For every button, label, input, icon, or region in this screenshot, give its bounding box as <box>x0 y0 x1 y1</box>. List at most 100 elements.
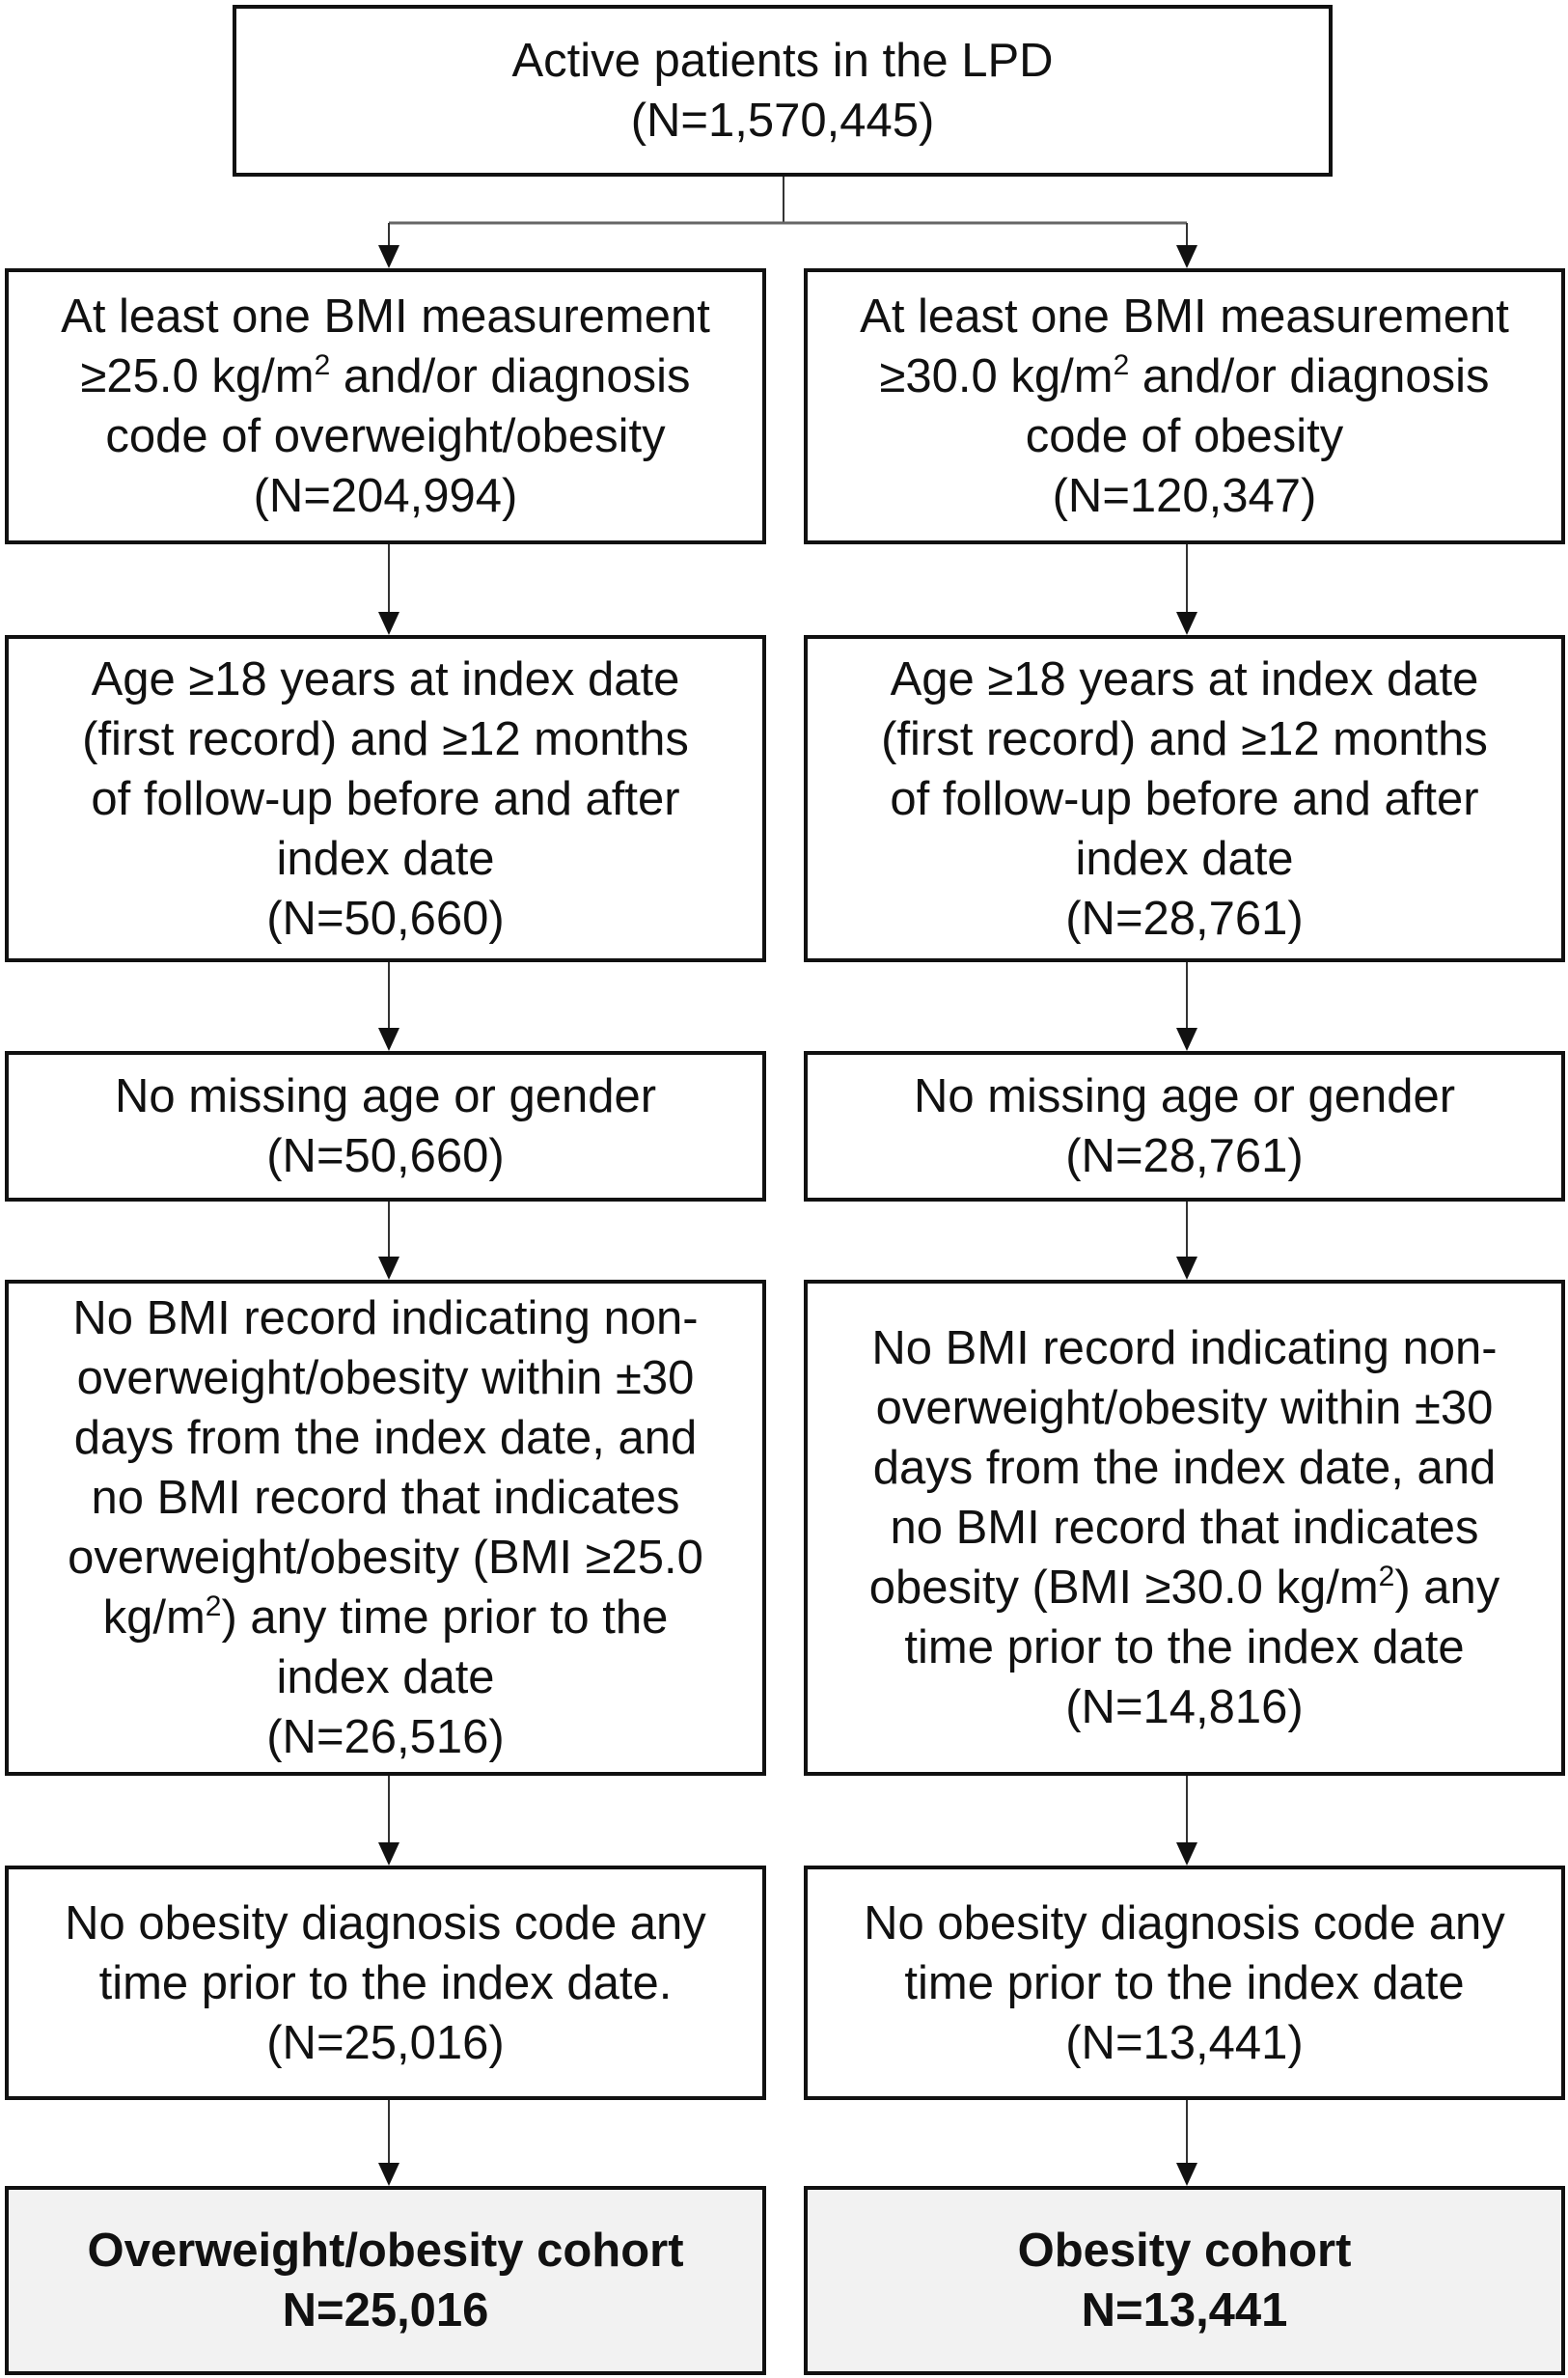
box-text-line: no BMI record that indicates <box>890 1498 1478 1558</box>
box-text-line: index date <box>276 829 494 889</box>
text: ≥25.0 kg/m <box>80 350 315 402</box>
arrowhead-icon <box>1176 245 1197 268</box>
box-text-line: time prior to the index date <box>904 1953 1464 2013</box>
box-text-line: (N=120,347) <box>1053 466 1317 526</box>
left-cohort-box: Overweight/obesity cohort N=25,016 <box>5 2186 766 2375</box>
arrowhead-icon <box>378 245 399 268</box>
right-step-box: No obesity diagnosis code any time prior … <box>804 1866 1565 2100</box>
text: (N=120,347) <box>1052 470 1317 522</box>
superscript: 2 <box>1113 349 1130 381</box>
box-text-line: (N=28,761) <box>1065 1126 1304 1186</box>
left-step-box: At least one BMI measurement ≥25.0 kg/m2 … <box>5 268 766 544</box>
box-text-line: index date <box>276 1647 494 1707</box>
text: No obesity diagnosis code any <box>864 1896 1505 1949</box>
text: No obesity diagnosis code any <box>65 1896 706 1949</box>
box-text-line: (N=13,441) <box>1065 2013 1304 2073</box>
box-text-line: No missing age or gender <box>115 1066 656 1126</box>
arrowhead-icon <box>378 1028 399 1051</box>
box-text-line: (N=50,660) <box>266 1126 505 1186</box>
arrowhead-icon <box>378 2163 399 2186</box>
text: N=13,441 <box>1081 2284 1288 2337</box>
box-text-line: code of obesity <box>1026 406 1344 466</box>
text: Age ≥18 years at index date <box>91 652 680 705</box>
box-text-line: No missing age or gender <box>914 1066 1455 1126</box>
text: overweight/obesity (BMI ≥25.0 <box>68 1532 703 1584</box>
box-text-line: (N=14,816) <box>1065 1677 1304 1737</box>
box-text-line: obesity (BMI ≥30.0 kg/m2) any <box>869 1558 1500 1618</box>
text: Overweight/obesity cohort <box>87 2225 684 2277</box>
text: of follow-up before and after <box>890 772 1479 825</box>
text: (N=50,660) <box>266 892 505 945</box>
text: obesity (BMI ≥30.0 kg/m <box>868 1562 1379 1614</box>
text: no BMI record that indicates <box>890 1502 1479 1554</box>
text: overweight/obesity within ±30 <box>875 1382 1494 1434</box>
text: of follow-up before and after <box>91 772 680 825</box>
superscript: 2 <box>314 349 331 381</box>
box-text-line: No obesity diagnosis code any <box>864 1894 1505 1953</box>
text: days from the index date, and <box>872 1442 1497 1494</box>
box-text-line: of follow-up before and after <box>890 769 1478 829</box>
box-text-line: (first record) and ≥12 months <box>881 709 1488 769</box>
box-text-line: overweight/obesity within ±30 <box>876 1378 1494 1438</box>
text: ) any time prior to the <box>221 1591 669 1644</box>
right-step-box: No BMI record indicating non-overweight/… <box>804 1280 1565 1776</box>
text: Age ≥18 years at index date <box>890 652 1479 705</box>
text: Obesity cohort <box>1017 2225 1352 2277</box>
text: time prior to the index date. <box>98 1956 673 2009</box>
text: (N=14,816) <box>1065 1681 1304 1733</box>
box-text-line: Overweight/obesity cohort <box>87 2221 683 2281</box>
right-step-box: Age ≥18 years at index date (first record… <box>804 635 1565 962</box>
text: ≥30.0 kg/m <box>879 350 1114 402</box>
text: code of obesity <box>1025 410 1344 462</box>
text: At least one BMI measurement <box>860 290 1509 343</box>
text: time prior to the index date <box>904 1621 1465 1673</box>
box-text-line: ≥30.0 kg/m2 and/or diagnosis <box>880 346 1490 406</box>
text: At least one BMI measurement <box>61 290 710 343</box>
box-text-line: kg/m2) any time prior to the <box>103 1588 669 1647</box>
box-text-line: time prior to the index date <box>904 1618 1464 1677</box>
text: (N=26,516) <box>266 1711 505 1763</box>
arrowhead-icon <box>1176 1028 1197 1051</box>
text: days from the index date, and <box>73 1412 698 1464</box>
arrowhead-icon <box>1176 1842 1197 1866</box>
text: no BMI record that indicates <box>91 1472 680 1524</box>
arrowhead-icon <box>378 612 399 635</box>
text: ) any <box>1394 1562 1500 1614</box>
superscript: 2 <box>205 1590 222 1622</box>
right-step-box: No missing age or gender (N=28,761) <box>804 1051 1565 1202</box>
text: (N=1,570,445) <box>630 95 935 147</box>
box-text-line: At least one BMI measurement <box>61 287 710 346</box>
text: and/or diagnosis <box>1129 350 1490 402</box>
left-step-box: No obesity diagnosis code any time prior … <box>5 1866 766 2100</box>
box-text-line: of follow-up before and after <box>91 769 679 829</box>
box-text-line: ≥25.0 kg/m2 and/or diagnosis <box>81 346 691 406</box>
text: No BMI record indicating non- <box>871 1322 1498 1374</box>
text: No missing age or gender <box>114 1070 657 1122</box>
text: kg/m <box>102 1591 206 1644</box>
left-step-box: No BMI record indicating non-overweight/… <box>5 1280 766 1776</box>
text: (N=28,761) <box>1065 1130 1304 1182</box>
box-text-line: code of overweight/obesity <box>105 406 665 466</box>
box-text-line: Age ≥18 years at index date <box>92 650 680 709</box>
right-cohort-box: Obesity cohort N=13,441 <box>804 2186 1565 2375</box>
box-text-line: (first record) and ≥12 months <box>82 709 689 769</box>
box-text-line: index date <box>1075 829 1293 889</box>
text: time prior to the index date <box>904 1956 1465 2009</box>
box-text-line: no BMI record that indicates <box>91 1468 679 1528</box>
box-text-line: At least one BMI measurement <box>860 287 1509 346</box>
text: (first record) and ≥12 months <box>881 712 1488 765</box>
box-text-line: Age ≥18 years at index date <box>891 650 1479 709</box>
right-step-box: At least one BMI measurement ≥30.0 kg/m2 … <box>804 268 1565 544</box>
arrowhead-icon <box>378 1257 399 1280</box>
text: (N=50,660) <box>266 1130 505 1182</box>
text: Active patients in the LPD <box>511 35 1054 87</box>
box-text-line: (N=25,016) <box>266 2013 505 2073</box>
text: (first record) and ≥12 months <box>82 712 689 765</box>
arrowhead-icon <box>1176 612 1197 635</box>
box-text-line: No BMI record indicating non- <box>72 1288 698 1348</box>
box-active-patients: Active patients in the LPD (N=1,570,445) <box>233 5 1333 177</box>
box-text-line: N=13,441 <box>1082 2281 1288 2340</box>
text: index date <box>1075 832 1294 885</box>
text: No missing age or gender <box>913 1070 1456 1122</box>
